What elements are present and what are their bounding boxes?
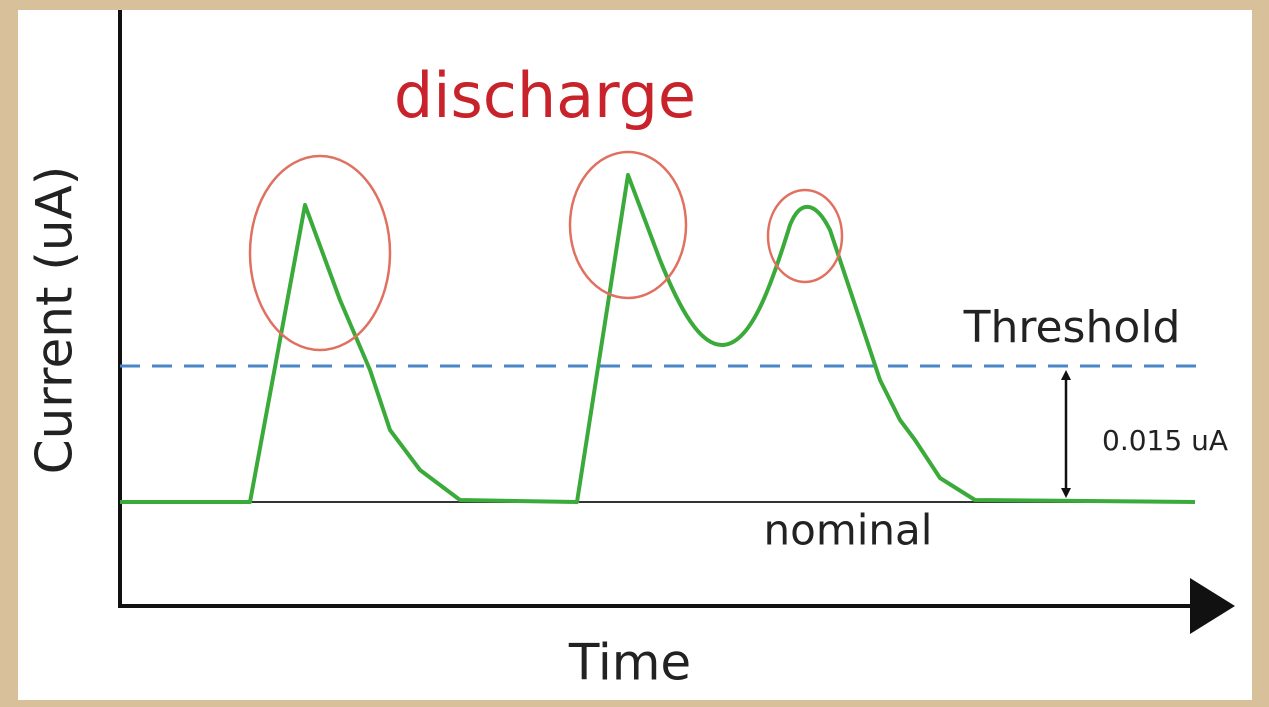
x-axis-label: Time: [568, 634, 691, 692]
panel: [18, 10, 1252, 700]
title: discharge: [394, 59, 696, 132]
nominal-label: nominal: [764, 506, 933, 555]
x-axis-arrow: [1190, 578, 1235, 634]
discharge-circle: [568, 150, 688, 300]
threshold-label: Threshold: [963, 302, 1181, 353]
discharge-circle: [248, 154, 392, 352]
current-trace: [120, 173, 1196, 504]
gap-label: 0.015 uA: [1102, 424, 1228, 457]
y-axis-label: Current (uA): [26, 166, 84, 475]
discharge-circle: [766, 188, 844, 284]
